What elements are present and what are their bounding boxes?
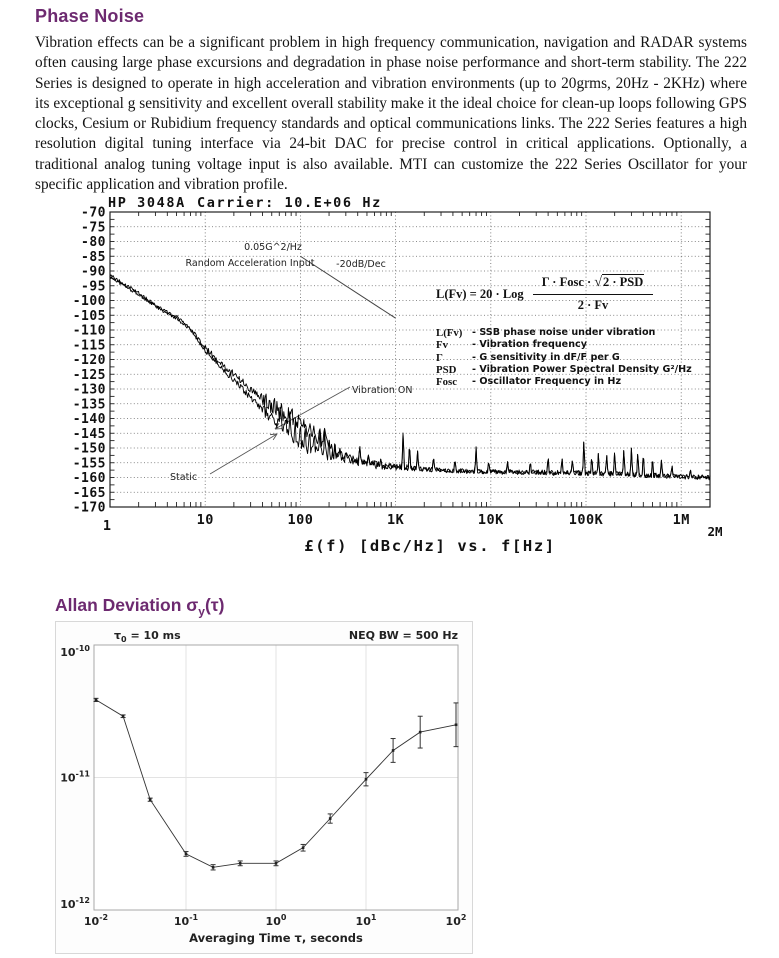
allan-heading-text: Allan Deviation <box>55 595 186 615</box>
data-point-marker <box>185 853 188 856</box>
pn-title-instrument: HP 3048A <box>108 195 186 211</box>
data-point-marker <box>122 715 125 718</box>
legend-symbol: Fv <box>436 339 472 351</box>
data-point-marker <box>392 749 395 752</box>
tau0-annotation: τ0 = 10 ms <box>114 629 181 644</box>
allan-x-tick-label: 102 <box>446 913 467 928</box>
pn-y-tick-label: -105 <box>73 309 106 324</box>
slope-label: -20dB/Dec <box>336 259 386 270</box>
allan-x-axis-title: Averaging Time τ, seconds <box>189 931 363 945</box>
formula-legend-row: L(Fv)- SSB phase noise under vibration <box>436 327 692 339</box>
data-point-marker <box>239 862 242 865</box>
neq-bw-annotation: NEQ BW = 500 Hz <box>349 629 458 642</box>
formula-numerator-pre: Γ · Fosc · <box>542 275 595 289</box>
pn-y-tick-label: -125 <box>73 368 106 383</box>
data-point-marker <box>95 699 98 702</box>
pn-y-tick-label: -150 <box>73 442 106 457</box>
pn-y-tick-label: -85 <box>81 250 106 265</box>
pn-y-tick-label: -130 <box>73 383 106 398</box>
pn-x-tick-label: 1K <box>387 512 405 528</box>
pn-y-tick-label: -145 <box>73 427 106 442</box>
formula-numerator: Γ · Fosc · √2 · PSD <box>533 275 654 295</box>
formula-denominator: 2 · Fv <box>578 295 609 313</box>
pn-x-tick-label: 10K <box>478 512 504 528</box>
phase-noise-formula: L(Fv) = 20 · Log Γ · Fosc · √2 · PSD 2 ·… <box>436 275 692 388</box>
legend-description: - Oscillator Frequency in Hz <box>472 376 621 388</box>
formula-lhs: L(Fv) = 20 · Log <box>436 287 524 302</box>
pn-y-tick-label: -120 <box>73 353 106 368</box>
pn-y-tick-label: -160 <box>73 471 106 486</box>
pn-x-tick-label: 1 <box>103 518 111 534</box>
allan-heading: Allan Deviation σy(τ) <box>55 595 224 619</box>
pn-y-tick-label: -165 <box>73 486 106 501</box>
allan-heading-subscript: y <box>198 605 205 619</box>
pn-y-tick-label: -170 <box>73 501 106 516</box>
legend-description: - Vibration frequency <box>472 339 587 351</box>
psd-label: 0.05G^2/Hz <box>244 242 302 253</box>
data-point-marker <box>455 723 458 726</box>
data-point-marker <box>365 778 368 781</box>
formula-legend-row: PSD- Vibration Power Spectral Density G²… <box>436 364 692 376</box>
data-point-marker <box>149 798 152 801</box>
allan-deviation-figure: 10-10 10-11 10-12 10-2 10-1 100 101 102 τ0 = 10 … <box>55 621 473 954</box>
legend-symbol: Fosc <box>436 376 472 388</box>
allan-x-tick-label: 10-2 <box>84 913 108 928</box>
data-point-marker <box>302 846 305 849</box>
formula-legend-row: Fv- Vibration frequency <box>436 339 692 351</box>
static-arrowhead <box>270 434 277 435</box>
allan-heading-tau: (τ) <box>205 595 224 615</box>
formula-equation: L(Fv) = 20 · Log Γ · Fosc · √2 · PSD 2 ·… <box>436 275 692 313</box>
allan-x-tick-label: 101 <box>356 913 377 928</box>
pn-title-carrier: Carrier: 10.E+06 Hz <box>197 195 382 211</box>
radical-sign: √ <box>594 275 602 290</box>
allan-heading-sigma: σ <box>186 595 198 615</box>
legend-description: - G sensitivity in dF/F per G <box>472 352 620 364</box>
pn-x-tick-label: 2M <box>707 524 722 539</box>
legend-symbol: L(Fv) <box>436 327 472 339</box>
phase-noise-figure: -70-75-80-85-90-95-100-105-110-115-120-1… <box>65 193 779 565</box>
data-point-marker <box>419 731 422 734</box>
static-leader <box>210 434 277 474</box>
pn-y-tick-label: -110 <box>73 324 106 339</box>
pn-y-tick-label: -140 <box>73 412 106 427</box>
allan-x-tick-label: 100 <box>266 913 287 928</box>
data-point-marker <box>275 862 278 865</box>
pn-y-tick-label: -80 <box>81 235 106 250</box>
legend-symbol: PSD <box>436 364 472 376</box>
pn-y-tick-label: -75 <box>81 220 106 235</box>
data-point-marker <box>212 866 215 869</box>
allan-deviation-chart: 10-10 10-11 10-12 10-2 10-1 100 101 102 τ0 = 10 … <box>56 622 472 953</box>
pn-y-tick-label: -155 <box>73 456 106 471</box>
pn-y-tick-label: -100 <box>73 294 106 309</box>
allan-y-tick-label: 10-10 <box>60 644 90 659</box>
pn-y-tick-label: -90 <box>81 265 106 280</box>
static-label: Static <box>170 472 197 483</box>
allan-y-tick-label: 10-12 <box>60 896 90 911</box>
intro-paragraph: Vibration effects can be a significant p… <box>35 33 747 195</box>
pn-y-tick-label: -135 <box>73 397 106 412</box>
formula-radicand: 2 · PSD <box>602 274 644 289</box>
data-point-marker <box>329 817 332 820</box>
allan-y-tick-label: 10-11 <box>60 770 90 785</box>
pn-x-tick-label: 100K <box>569 512 604 528</box>
legend-description: - Vibration Power Spectral Density G²/Hz <box>472 364 692 376</box>
accel-input-label: Random Acceleration Input <box>185 258 314 269</box>
formula-legend-row: Fosc- Oscillator Frequency in Hz <box>436 376 692 388</box>
pn-x-tick-label: 10 <box>197 512 214 528</box>
pn-x-tick-label: 100 <box>287 512 313 528</box>
pn-y-tick-label: -95 <box>81 279 106 294</box>
pn-axis-caption: £(f) [dBc/Hz] vs. f[Hz] <box>304 537 555 555</box>
allan-x-tick-label: 10-1 <box>174 913 199 928</box>
pn-y-tick-label: -70 <box>81 206 106 221</box>
pn-x-tick-label: 1M <box>673 512 690 528</box>
pn-y-tick-label: -115 <box>73 338 106 353</box>
formula-legend-row: Γ- G sensitivity in dF/F per G <box>436 352 692 364</box>
legend-description: - SSB phase noise under vibration <box>472 327 655 339</box>
formula-fraction: Γ · Fosc · √2 · PSD 2 · Fv <box>533 275 654 313</box>
page-title: Phase Noise <box>35 6 144 27</box>
legend-symbol: Γ <box>436 352 472 364</box>
vibration-on-label: Vibration ON <box>352 385 413 396</box>
